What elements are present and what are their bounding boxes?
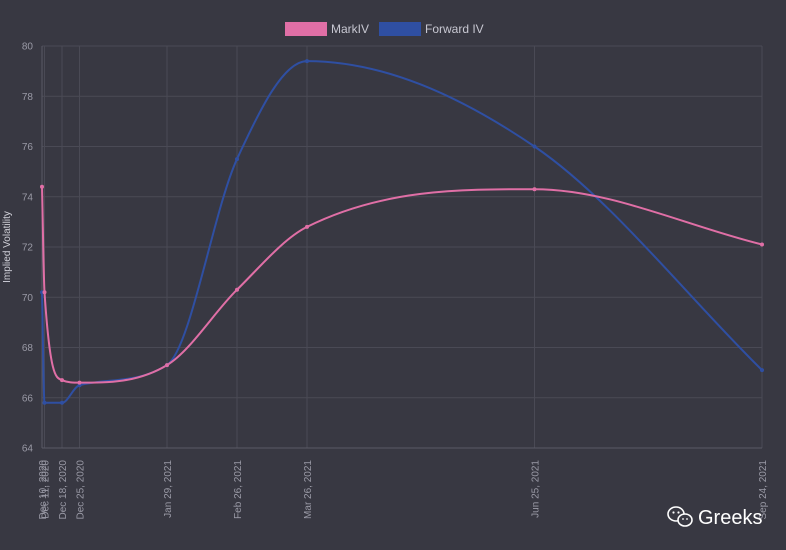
legend-label-forward-iv: Forward IV [425, 22, 484, 36]
x-tick-label: Feb 26, 2021 [233, 460, 244, 519]
data-point-forward-iv [760, 368, 764, 373]
x-tick-label: Jan 29, 2021 [163, 460, 174, 518]
data-point-markiv [40, 184, 44, 189]
data-point-markiv [235, 287, 239, 292]
y-tick-label: 66 [22, 393, 34, 404]
data-point-forward-iv [42, 400, 47, 405]
data-point-markiv [532, 187, 537, 192]
data-point-markiv [77, 380, 82, 385]
y-tick-label: 72 [22, 243, 34, 254]
y-tick-label: 64 [22, 444, 34, 455]
watermark-text: Greeks [698, 507, 762, 529]
data-point-forward-iv [60, 400, 64, 405]
data-point-markiv [165, 363, 169, 368]
data-point-forward-iv [235, 157, 239, 162]
series-points [40, 59, 764, 405]
y-axis-title: Implied Volatility [2, 211, 13, 283]
legend-swatch-markiv [285, 22, 327, 36]
series-lines [41, 60, 763, 404]
x-tick-label: Dec 10, 2020 [38, 460, 49, 520]
data-point-markiv [760, 242, 764, 247]
x-tick-label: Jun 25, 2021 [531, 460, 542, 518]
y-tick-label: 80 [22, 42, 34, 53]
grid [41, 45, 763, 449]
y-tick-label: 68 [22, 343, 34, 354]
legend[interactable]: MarkIV Forward IV [285, 22, 484, 36]
data-point-markiv [42, 290, 47, 295]
x-tick-label: Dec 25, 2020 [76, 460, 87, 520]
watermark: Greeks [667, 506, 762, 529]
data-point-markiv [60, 378, 64, 383]
y-axis: 64 66 68 70 72 74 76 78 80 [22, 42, 34, 455]
x-tick-label: Dec 18, 2020 [58, 460, 69, 520]
data-point-forward-iv [305, 59, 309, 64]
x-tick-label: Mar 26, 2021 [303, 460, 314, 519]
y-tick-label: 70 [22, 293, 34, 304]
legend-swatch-forward-iv [379, 22, 421, 36]
wechat-icon [667, 506, 693, 527]
x-tick-label: Dec 11, 2020 [41, 460, 52, 519]
y-tick-label: 78 [22, 92, 34, 103]
x-tick-label: Sep 24, 2021 [758, 460, 769, 520]
series-line-markiv [41, 186, 763, 384]
y-tick-label: 76 [22, 142, 34, 153]
legend-label-markiv: MarkIV [331, 22, 369, 36]
y-tick-label: 74 [22, 192, 34, 203]
data-point-markiv [305, 224, 309, 229]
series-line-forward-iv [41, 60, 763, 404]
data-point-forward-iv [532, 144, 537, 149]
